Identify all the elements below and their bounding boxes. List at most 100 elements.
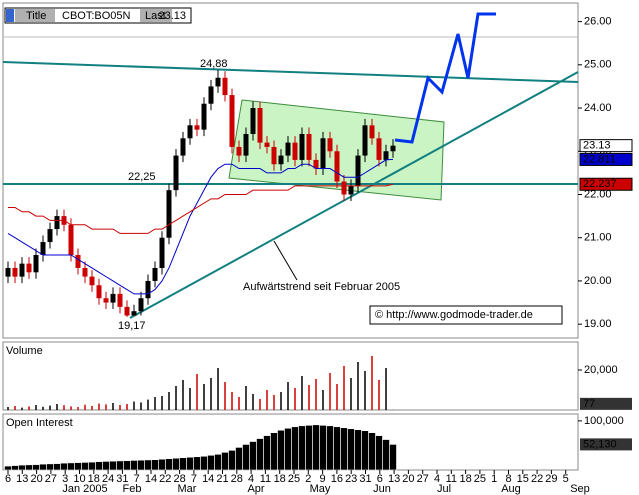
copyright: © http://www.godmode-trader.de [375, 309, 533, 321]
candle-body [320, 138, 326, 169]
x-tick-label: 15 [517, 473, 529, 485]
candle-body [173, 155, 179, 191]
oi-bar [270, 432, 278, 471]
oi-bar [130, 460, 138, 471]
candle-body [75, 255, 81, 268]
candle-body [68, 224, 74, 256]
oi-bar [4, 465, 12, 471]
oi-bar [235, 447, 243, 471]
x-tick-label: 22 [159, 473, 171, 485]
candle-body [33, 255, 39, 273]
last-badge [579, 177, 633, 191]
candle-body [124, 306, 130, 316]
x-month-label: Aug [501, 483, 521, 495]
panel-label: Open Interest [6, 417, 73, 429]
oi-bar [74, 462, 82, 471]
x-tick-label: 20 [30, 473, 42, 485]
candle-body [222, 77, 228, 96]
last-badge [579, 139, 633, 153]
oi-bar [32, 464, 40, 471]
panel-label: Volume [6, 345, 43, 357]
candle-body [299, 133, 305, 160]
oi-bar [102, 461, 110, 471]
x-tick-label: 14 [202, 473, 214, 485]
x-tick-label: 25 [474, 473, 486, 485]
candle-body [257, 108, 263, 143]
candle-body [159, 237, 165, 268]
x-tick-label: 8 [505, 473, 511, 485]
y-tick-label: 100,000 [584, 415, 624, 427]
x-tick-label: 28 [231, 473, 243, 485]
candle-body [355, 155, 361, 186]
candle-body [12, 267, 18, 277]
y-tick-label: 22.00 [584, 188, 612, 200]
oi-bar [312, 424, 320, 471]
candle-body [292, 142, 298, 160]
oi-bar [95, 461, 103, 471]
moving-average [7, 158, 394, 295]
last-badge-label: 77 [583, 398, 595, 410]
oi-bar [389, 444, 397, 471]
candle-body [47, 229, 53, 243]
header-title-label: Title [26, 10, 46, 22]
oi-bar [305, 424, 313, 471]
oi-bar [151, 459, 159, 471]
oi-bar [354, 429, 362, 471]
x-tick-label: 16 [331, 473, 343, 485]
y-tick-label: 20,000 [584, 364, 618, 376]
oi-bar [186, 456, 194, 471]
x-month-label: May [310, 483, 331, 495]
candle-body [215, 77, 221, 87]
oi-bar [88, 461, 96, 471]
header-tab [15, 9, 55, 22]
oi-bar [207, 454, 215, 471]
x-tick-label: 6 [5, 473, 11, 485]
y-tick-label: 25.00 [584, 59, 612, 71]
candle-body [341, 181, 347, 195]
candle-body [278, 155, 284, 165]
candle-body [208, 86, 214, 104]
oi-bar [375, 435, 383, 471]
x-tick-label: 18 [88, 473, 100, 485]
last-badge-label: 22.811 [583, 153, 616, 165]
last-badge [579, 152, 633, 166]
oi-bar [25, 464, 33, 471]
x-month-label: Sep [570, 483, 590, 495]
x-month-label: Jan 2005 [62, 483, 107, 495]
oi-bar [291, 426, 299, 471]
oi-bar [179, 457, 187, 471]
oi-bar [46, 463, 54, 471]
oi-bar [249, 441, 257, 471]
x-tick-label: 21 [216, 473, 228, 485]
header-last: 23.13 [158, 10, 186, 22]
candle-body [82, 267, 88, 277]
candle-body [26, 263, 32, 273]
x-tick-label: 28 [173, 473, 185, 485]
oi-bar [242, 444, 250, 471]
candle-body [348, 185, 354, 195]
x-tick-label: 18 [459, 473, 471, 485]
candle-body [103, 298, 109, 303]
x-tick-label: 14 [145, 473, 157, 485]
candle-body [40, 242, 46, 256]
x-month-label: Apr [247, 483, 264, 495]
x-tick-label: 13 [388, 473, 400, 485]
resistance-line [2, 61, 579, 83]
copyright-box [369, 305, 563, 325]
x-tick-label: 20 [402, 473, 414, 485]
x-tick-label: 7 [191, 473, 197, 485]
oi-bar [361, 430, 369, 471]
x-tick-label: 22 [531, 473, 543, 485]
candle-body [271, 146, 277, 165]
candle-body [313, 159, 319, 169]
projection [394, 12, 496, 144]
candle-body [117, 293, 123, 307]
header-tab [140, 9, 172, 22]
candle-body [236, 146, 242, 156]
oi-bar [298, 425, 306, 471]
oi-bar [123, 460, 131, 471]
x-tick-label: 31 [116, 473, 128, 485]
candle-body [131, 311, 137, 316]
oi-bar [221, 452, 229, 471]
oi-bar [67, 462, 75, 471]
